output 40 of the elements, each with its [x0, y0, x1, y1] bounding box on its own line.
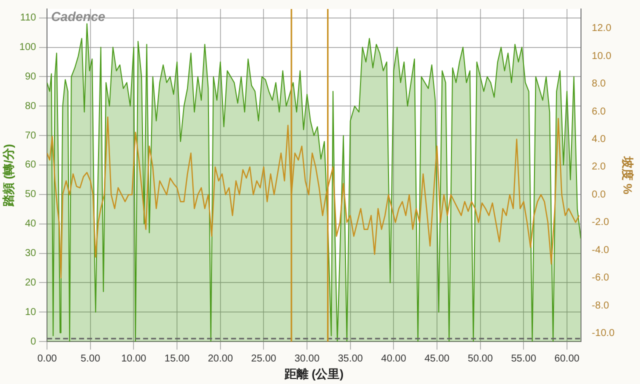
x-tick-label: 55.00: [511, 353, 537, 364]
x-tick-label: 0.00: [37, 353, 58, 364]
y-tick-label: 110: [20, 12, 37, 24]
y2-tick-label: -4.0: [592, 244, 610, 256]
y2-tick-label: 12.0: [592, 23, 612, 34]
y-tick-label: 20: [24, 277, 37, 288]
y2-tick-label: -2.0: [592, 217, 610, 228]
x-tick-label: 40.00: [381, 353, 407, 364]
y2-tick-label: 0.0: [592, 189, 606, 200]
x-tick-label: 20.00: [208, 353, 234, 364]
y2-tick-label: 10.0: [592, 50, 612, 62]
y-tick-label: 0: [30, 336, 37, 348]
x-tick-label: 5.00: [80, 353, 101, 364]
y-tick-label: 10: [24, 306, 37, 318]
y2-tick-label: -6.0: [592, 272, 610, 284]
y2-tick-label: 8.0: [592, 78, 606, 90]
y-tick-label: 80: [24, 100, 37, 112]
y2-tick-label: 2.0: [592, 162, 606, 173]
x-tick-label: 50.00: [468, 353, 494, 364]
x-tick-label: 45.00: [424, 353, 450, 364]
y2-tick-label: -10.0: [592, 328, 616, 340]
x-tick-label: 25.00: [251, 353, 277, 364]
y-tick-label: 70: [24, 130, 37, 142]
y-tick-label: 100: [19, 42, 37, 54]
y-tick-label: 50: [24, 189, 37, 200]
y2-tick-label: 4.0: [592, 134, 606, 146]
y2-tick-label: 6.0: [592, 106, 606, 118]
x-tick-label: 30.00: [294, 353, 320, 364]
y-tick-label: 40: [24, 218, 37, 230]
x-tick-label: 15.00: [164, 353, 190, 364]
y2-axis-title: 坡度 %: [620, 155, 634, 195]
x-axis-title: 距離 (公里): [283, 367, 344, 382]
y-tick-label: 60: [24, 160, 37, 171]
y-tick-label: 90: [24, 71, 37, 82]
y-tick-label: 30: [24, 248, 37, 260]
x-tick-label: 35.00: [338, 353, 364, 364]
y-axis-title: 踏頻 (轉/分): [2, 144, 16, 208]
x-tick-label: 10.00: [121, 353, 147, 364]
y2-tick-label: -8.0: [592, 300, 610, 312]
x-tick-label: 60.00: [554, 353, 580, 364]
